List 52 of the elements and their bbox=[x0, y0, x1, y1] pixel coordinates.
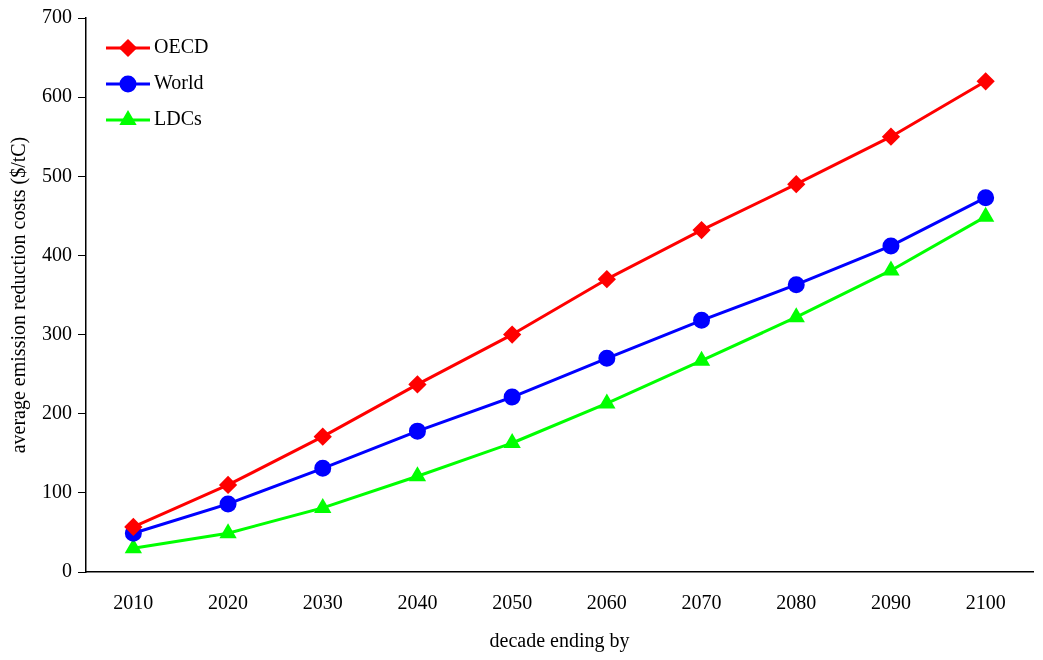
point bbox=[693, 311, 711, 329]
x-tick-label: 2080 bbox=[776, 591, 817, 614]
legend-label: OECD bbox=[154, 35, 209, 58]
x-tick-label: 2070 bbox=[681, 591, 722, 614]
y-tick-label: 500 bbox=[42, 163, 72, 186]
point bbox=[977, 72, 995, 90]
point bbox=[503, 326, 521, 344]
y-tick-label: 100 bbox=[42, 480, 72, 503]
y-tick-label: 300 bbox=[42, 321, 72, 344]
x-tick-label: 2050 bbox=[492, 591, 533, 614]
point bbox=[219, 476, 237, 494]
point bbox=[599, 394, 615, 409]
point bbox=[788, 308, 804, 323]
point bbox=[504, 434, 520, 448]
point bbox=[882, 237, 900, 255]
x-tick-label: 2090 bbox=[870, 591, 911, 614]
y-tick-label: 700 bbox=[42, 5, 72, 28]
point bbox=[124, 518, 142, 536]
point bbox=[787, 276, 805, 294]
point bbox=[598, 270, 616, 288]
point bbox=[693, 352, 710, 366]
point bbox=[408, 375, 426, 393]
y-tick-label: 0 bbox=[62, 559, 72, 582]
x-tick-label: 2010 bbox=[113, 591, 154, 614]
point bbox=[125, 539, 141, 554]
x-tick-label: 2020 bbox=[208, 591, 249, 614]
y-axis-title: average emission reduction costs ($/tC) bbox=[7, 136, 31, 454]
point bbox=[693, 221, 711, 239]
x-tick-label: 2030 bbox=[302, 591, 343, 614]
legend-label: World bbox=[154, 71, 204, 94]
point bbox=[882, 128, 900, 146]
point bbox=[408, 422, 426, 440]
point bbox=[883, 261, 899, 276]
y-tick-label: 600 bbox=[42, 84, 72, 107]
point bbox=[219, 495, 237, 513]
x-axis-title: decade ending by bbox=[489, 629, 630, 653]
point bbox=[314, 428, 332, 446]
point bbox=[503, 388, 521, 406]
legend-label: LDCs bbox=[154, 107, 202, 130]
point bbox=[977, 189, 995, 207]
point bbox=[409, 467, 426, 482]
y-tick-label: 200 bbox=[42, 400, 72, 423]
x-tick-label: 2040 bbox=[397, 591, 438, 614]
point bbox=[978, 208, 994, 222]
point bbox=[314, 459, 332, 477]
x-tick-label: 2100 bbox=[965, 591, 1006, 614]
y-tick-label: 400 bbox=[42, 242, 72, 265]
x-tick-label: 2060 bbox=[586, 591, 627, 614]
point bbox=[315, 499, 331, 513]
point bbox=[787, 175, 805, 193]
point bbox=[598, 349, 616, 367]
point bbox=[220, 524, 236, 539]
